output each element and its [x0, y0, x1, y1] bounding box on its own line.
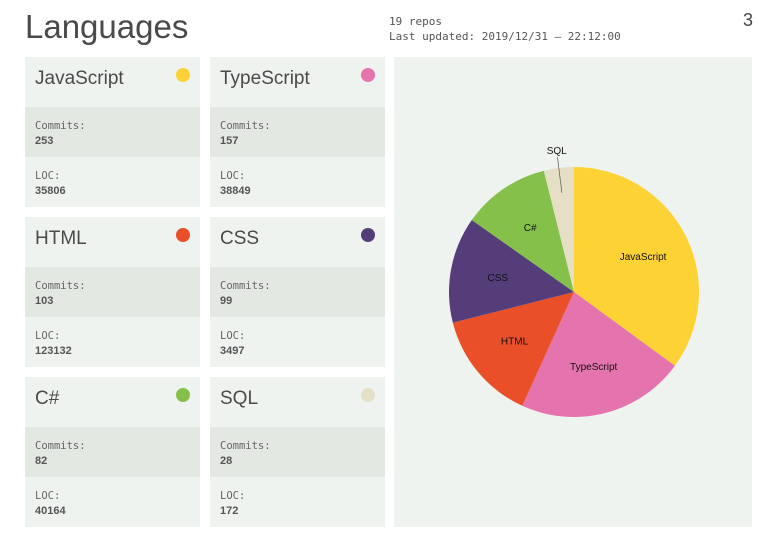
language-card: C# Commits: 82 LOC: 40164 [25, 377, 200, 527]
loc-value: 123132 [35, 345, 72, 357]
language-card: JavaScript Commits: 253 LOC: 35806 [25, 57, 200, 207]
color-dot-icon [176, 388, 190, 402]
loc-label: LOC: [35, 170, 61, 182]
pie-slice [452, 292, 574, 406]
commits-value: 82 [35, 455, 48, 467]
commits-row: Commits: 157 [210, 107, 385, 157]
pie-slice [449, 220, 574, 323]
commits-label: Commits: [220, 280, 271, 292]
language-card: CSS Commits: 99 LOC: 3497 [210, 217, 385, 367]
pie-chart: JavaScript TypeScript HTML CSS C# SQL [449, 146, 699, 417]
loc-row: LOC: 123132 [25, 317, 200, 367]
language-name: CSS [220, 228, 260, 249]
loc-value: 40164 [35, 505, 66, 517]
language-name: HTML [35, 228, 87, 249]
loc-row: LOC: 35806 [25, 157, 200, 207]
pie-label: TypeScript [570, 362, 617, 373]
loc-value: 172 [220, 505, 239, 517]
commits-row: Commits: 28 [210, 427, 385, 477]
pie-label: JavaScript [620, 252, 667, 263]
commits-value: 99 [220, 295, 233, 307]
language-card: HTML Commits: 103 LOC: 123132 [25, 217, 200, 367]
language-card: SQL Commits: 28 LOC: 172 [210, 377, 385, 527]
commits-value: 28 [220, 455, 233, 467]
commits-label: Commits: [35, 440, 86, 452]
commits-row: Commits: 82 [25, 427, 200, 477]
loc-row: LOC: 40164 [25, 477, 200, 527]
commits-row: Commits: 103 [25, 267, 200, 317]
loc-label: LOC: [220, 170, 246, 182]
language-card: TypeScript Commits: 157 LOC: 38849 [210, 57, 385, 207]
language-name: SQL [220, 388, 259, 409]
commits-value: 157 [220, 135, 239, 147]
loc-label: LOC: [35, 330, 61, 342]
color-dot-icon [361, 228, 375, 242]
color-dot-icon [176, 68, 190, 82]
loc-row: LOC: 3497 [210, 317, 385, 367]
pie-label: C# [524, 223, 537, 234]
loc-value: 35806 [35, 185, 66, 197]
commits-value: 253 [35, 135, 54, 147]
commits-label: Commits: [220, 440, 271, 452]
commits-value: 103 [35, 295, 54, 307]
commits-label: Commits: [35, 280, 86, 292]
commits-row: Commits: 99 [210, 267, 385, 317]
loc-row: LOC: 38849 [210, 157, 385, 207]
loc-label: LOC: [220, 490, 246, 502]
language-name: JavaScript [35, 68, 124, 89]
loc-row: LOC: 172 [210, 477, 385, 527]
pie-label: HTML [501, 337, 529, 348]
loc-value: 38849 [220, 185, 251, 197]
pie-slice [471, 170, 574, 292]
language-name: C# [35, 388, 60, 409]
loc-value: 3497 [220, 345, 245, 357]
meta-info: 19 repos Last updated: 2019/12/31 – 22:1… [389, 14, 621, 44]
repo-count: 19 repos [389, 15, 442, 28]
commits-label: Commits: [35, 120, 86, 132]
last-updated: Last updated: 2019/12/31 – 22:12:00 [389, 30, 621, 43]
language-name: TypeScript [220, 68, 310, 89]
commits-row: Commits: 253 [25, 107, 200, 157]
pie-chart-panel: JavaScript TypeScript HTML CSS C# SQL [394, 57, 752, 527]
loc-label: LOC: [220, 330, 246, 342]
pie-slice [543, 167, 574, 292]
page-number: 3 [742, 10, 753, 30]
pie-label: CSS [488, 273, 509, 284]
color-dot-icon [361, 68, 375, 82]
pie-label-leader [557, 156, 563, 193]
color-dot-icon [176, 228, 190, 242]
pie-slice [522, 292, 675, 417]
pie-label: SQL [547, 146, 567, 157]
color-dot-icon [361, 388, 375, 402]
loc-label: LOC: [35, 490, 61, 502]
page-title: Languages [25, 8, 189, 45]
pie-slice [574, 167, 699, 366]
commits-label: Commits: [220, 120, 271, 132]
